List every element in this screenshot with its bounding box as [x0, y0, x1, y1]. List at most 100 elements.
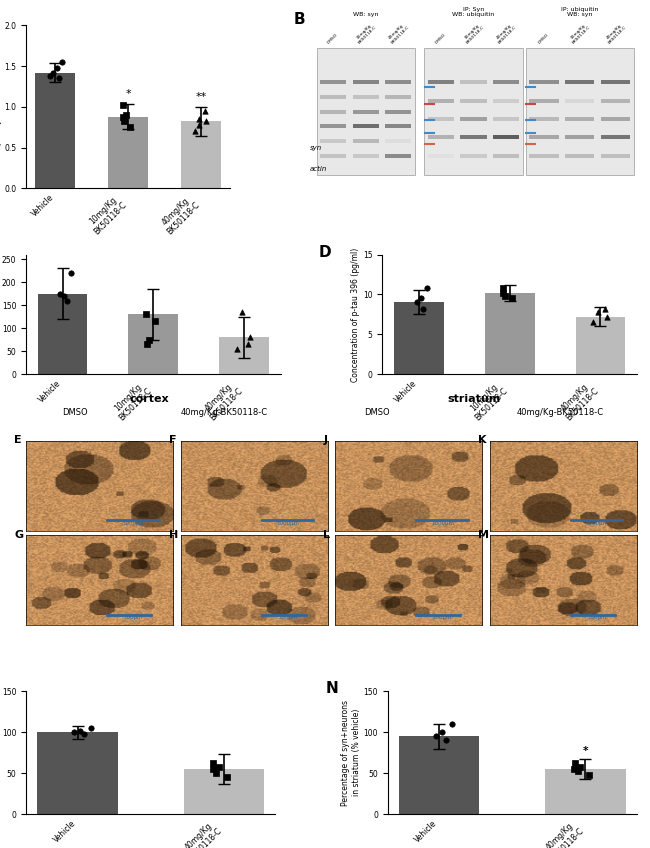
Point — [194, 118, 204, 131]
FancyBboxPatch shape — [428, 98, 454, 103]
Text: 40mg/Kg
BKS0118-C: 40mg/Kg BKS0118-C — [387, 22, 410, 45]
FancyBboxPatch shape — [460, 98, 487, 103]
Bar — [38, 293, 88, 374]
Text: striatum: striatum — [448, 394, 501, 404]
FancyBboxPatch shape — [460, 81, 487, 85]
FancyBboxPatch shape — [526, 48, 634, 176]
Point — [142, 338, 152, 351]
Point — [441, 734, 451, 747]
Bar — [394, 303, 444, 374]
FancyBboxPatch shape — [529, 153, 558, 158]
Bar — [128, 315, 178, 374]
Text: DMSO: DMSO — [435, 33, 447, 45]
Text: F: F — [169, 435, 176, 445]
FancyBboxPatch shape — [317, 48, 415, 176]
Point — [569, 762, 579, 776]
FancyBboxPatch shape — [352, 125, 379, 128]
FancyBboxPatch shape — [493, 117, 519, 121]
Point — [231, 343, 242, 356]
Point — [214, 760, 224, 773]
Point — [593, 305, 603, 319]
Point — [66, 266, 76, 280]
Point — [86, 722, 96, 735]
FancyBboxPatch shape — [601, 136, 630, 139]
FancyBboxPatch shape — [424, 48, 523, 176]
Point — [437, 725, 447, 739]
Text: D: D — [318, 245, 332, 260]
Point — [62, 293, 72, 307]
Point — [194, 112, 204, 126]
Text: DMSO: DMSO — [364, 408, 390, 417]
Text: actin: actin — [310, 165, 328, 171]
Text: K: K — [478, 435, 486, 445]
Text: cortex: cortex — [130, 394, 169, 404]
Text: 1000μm: 1000μm — [586, 521, 609, 526]
Point — [569, 756, 580, 770]
FancyBboxPatch shape — [320, 139, 346, 143]
Point — [422, 282, 432, 295]
FancyBboxPatch shape — [385, 95, 411, 99]
Point — [584, 768, 594, 782]
FancyBboxPatch shape — [460, 117, 487, 121]
Point — [141, 308, 151, 321]
Point — [418, 302, 428, 315]
Point — [601, 310, 612, 324]
Point — [118, 109, 128, 123]
Point — [201, 114, 211, 128]
FancyBboxPatch shape — [385, 125, 411, 128]
Point — [79, 727, 90, 740]
Y-axis label: Densitometry of human
alpha-synuclein(/actin): Densitometry of human alpha-synuclein(/a… — [0, 61, 1, 153]
FancyBboxPatch shape — [385, 153, 411, 158]
Text: 40mg/Kg
BKS0118-C: 40mg/Kg BKS0118-C — [604, 22, 627, 45]
Text: N: N — [325, 682, 338, 696]
Text: 1000μm: 1000μm — [431, 521, 454, 526]
Point — [411, 296, 422, 310]
Point — [245, 331, 255, 344]
FancyBboxPatch shape — [529, 98, 558, 103]
Point — [237, 305, 247, 319]
Text: J: J — [324, 435, 328, 445]
Point — [59, 289, 70, 303]
FancyBboxPatch shape — [565, 81, 595, 85]
Bar — [485, 293, 535, 374]
FancyBboxPatch shape — [352, 153, 379, 158]
Text: DMSO: DMSO — [327, 33, 339, 45]
FancyBboxPatch shape — [352, 81, 379, 85]
Point — [119, 114, 129, 128]
FancyBboxPatch shape — [320, 125, 346, 128]
FancyBboxPatch shape — [460, 136, 487, 139]
Point — [222, 771, 232, 784]
Point — [500, 289, 510, 303]
Bar — [37, 732, 118, 814]
Text: M: M — [478, 530, 489, 539]
Point — [497, 286, 508, 299]
Point — [57, 55, 67, 69]
Point — [573, 765, 583, 778]
Point — [75, 723, 86, 737]
FancyBboxPatch shape — [565, 98, 595, 103]
Text: DMSO: DMSO — [62, 408, 88, 417]
Point — [200, 104, 210, 118]
Text: IP: Syn
WB: ubiquitin: IP: Syn WB: ubiquitin — [452, 7, 495, 17]
FancyBboxPatch shape — [352, 139, 379, 143]
Text: *: * — [125, 90, 131, 99]
FancyBboxPatch shape — [385, 139, 411, 143]
Bar — [108, 116, 148, 188]
Point — [211, 767, 222, 780]
Point — [600, 302, 610, 315]
Text: 10mg/Kg
BKS0118-C: 10mg/Kg BKS0118-C — [462, 22, 485, 45]
Text: 1000μm: 1000μm — [276, 521, 300, 526]
Text: 40mg/Kg-BK50118-C: 40mg/Kg-BK50118-C — [517, 408, 604, 417]
Point — [51, 61, 62, 75]
FancyBboxPatch shape — [320, 153, 346, 158]
Text: WB: syn: WB: syn — [353, 13, 378, 17]
Text: *: * — [582, 746, 588, 756]
Text: G: G — [14, 530, 23, 539]
Text: 10mg/Kg
BKS0118-C: 10mg/Kg BKS0118-C — [568, 22, 592, 45]
Text: 1000μm: 1000μm — [122, 521, 145, 526]
FancyBboxPatch shape — [320, 95, 346, 99]
FancyBboxPatch shape — [565, 153, 595, 158]
FancyBboxPatch shape — [320, 81, 346, 85]
Text: B: B — [294, 13, 306, 27]
FancyBboxPatch shape — [601, 81, 630, 85]
